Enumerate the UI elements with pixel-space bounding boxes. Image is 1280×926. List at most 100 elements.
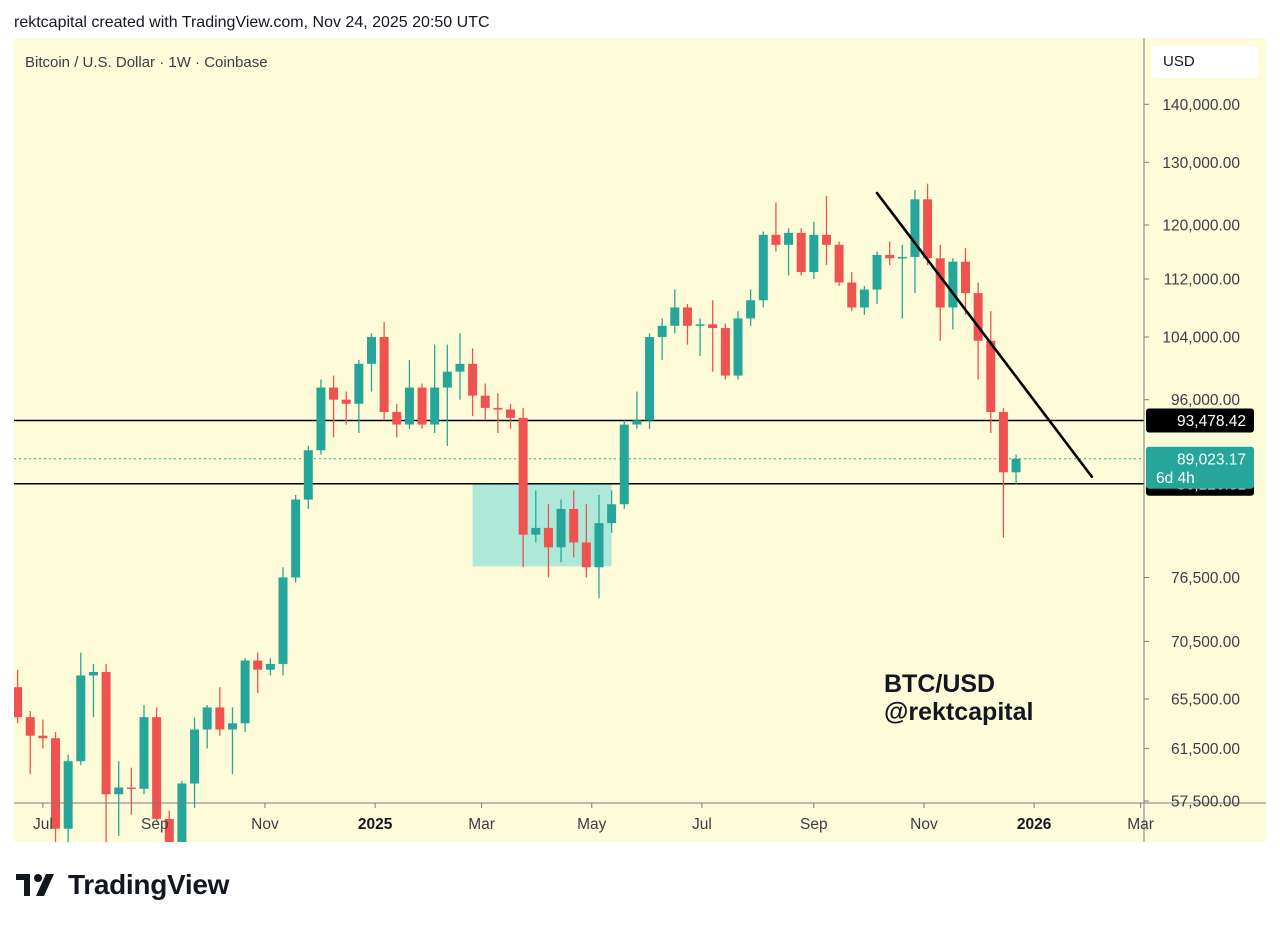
candle[interactable]: [114, 761, 124, 836]
candle[interactable]: [986, 311, 996, 434]
candle[interactable]: [556, 499, 566, 563]
candle-body: [278, 577, 288, 664]
candle[interactable]: [480, 383, 490, 421]
candle[interactable]: [354, 359, 364, 434]
candle[interactable]: [531, 490, 541, 543]
candlestick-chart[interactable]: 54,000.0057,500.0061,500.0065,500.0070,5…: [14, 38, 1266, 842]
candle[interactable]: [278, 567, 288, 676]
candle[interactable]: [682, 303, 692, 345]
time-tick-label: May: [577, 816, 607, 833]
candle[interactable]: [897, 244, 907, 319]
candle-body: [316, 387, 326, 451]
candle[interactable]: [758, 231, 768, 308]
candle[interactable]: [227, 707, 237, 775]
candle[interactable]: [746, 289, 756, 326]
candle[interactable]: [506, 403, 516, 429]
candle-body: [101, 671, 111, 795]
candle[interactable]: [25, 711, 35, 775]
candle[interactable]: [417, 383, 427, 429]
candle[interactable]: [923, 183, 933, 266]
candle-body: [240, 660, 250, 724]
candle[interactable]: [543, 504, 553, 578]
price-tick-label: 57,500.00: [1171, 794, 1240, 811]
candle[interactable]: [430, 344, 440, 434]
candle[interactable]: [1011, 454, 1021, 485]
candle[interactable]: [594, 494, 604, 599]
watermark-line1: BTC/USD: [884, 670, 996, 698]
candle[interactable]: [215, 687, 225, 736]
candle[interactable]: [973, 282, 983, 380]
candle[interactable]: [607, 490, 617, 533]
candle[interactable]: [14, 669, 23, 724]
candle[interactable]: [101, 663, 111, 842]
candle[interactable]: [303, 445, 313, 509]
candle[interactable]: [708, 300, 718, 372]
candle[interactable]: [493, 393, 503, 434]
candle[interactable]: [253, 652, 263, 694]
candle[interactable]: [935, 244, 945, 341]
candle[interactable]: [139, 705, 149, 795]
candle[interactable]: [265, 658, 275, 676]
candle[interactable]: [771, 202, 781, 252]
candle-body: [430, 387, 440, 425]
candle[interactable]: [366, 333, 376, 392]
candle[interactable]: [379, 322, 389, 421]
candle[interactable]: [190, 717, 200, 808]
candle[interactable]: [341, 391, 351, 425]
time-tick-label: 2025: [358, 816, 393, 833]
candle[interactable]: [316, 379, 326, 455]
candle[interactable]: [392, 403, 402, 438]
candle[interactable]: [821, 196, 831, 266]
candle[interactable]: [619, 420, 629, 509]
candle[interactable]: [784, 228, 794, 276]
candle[interactable]: [796, 228, 806, 276]
descending-trendline[interactable]: [875, 191, 1094, 479]
candle[interactable]: [885, 241, 895, 266]
candle[interactable]: [152, 707, 162, 822]
candle-body: [329, 387, 339, 400]
candle[interactable]: [518, 407, 528, 568]
candle[interactable]: [998, 407, 1008, 538]
candle[interactable]: [581, 504, 591, 578]
candle[interactable]: [645, 333, 655, 429]
candle[interactable]: [51, 731, 61, 842]
candle[interactable]: [695, 318, 705, 357]
candle[interactable]: [329, 375, 339, 438]
attribution-header: rektcapital created with TradingView.com…: [14, 14, 490, 31]
tradingview-logo[interactable]: TradingView: [16, 868, 229, 902]
candle[interactable]: [733, 311, 743, 380]
chart-watermark: BTC/USD @rektcapital: [884, 670, 1033, 726]
candle[interactable]: [404, 359, 414, 429]
candle[interactable]: [809, 221, 819, 280]
chart-area[interactable]: 54,000.0057,500.0061,500.0065,500.0070,5…: [14, 38, 1266, 842]
candle[interactable]: [657, 318, 667, 360]
candle-body: [935, 258, 945, 308]
candle[interactable]: [76, 652, 86, 766]
candle[interactable]: [872, 251, 882, 304]
candle[interactable]: [240, 658, 250, 732]
candle[interactable]: [126, 767, 136, 815]
candle[interactable]: [960, 248, 970, 315]
candle[interactable]: [38, 719, 48, 749]
candle[interactable]: [632, 391, 642, 429]
candle[interactable]: [569, 490, 579, 558]
candle[interactable]: [442, 344, 452, 446]
candle-body: [265, 663, 275, 670]
bar-countdown-label: 6d 4h: [1156, 470, 1195, 487]
candle[interactable]: [164, 810, 174, 842]
candle[interactable]: [859, 286, 869, 315]
candle[interactable]: [291, 494, 301, 583]
watermark-line2: @rektcapital: [884, 698, 1034, 726]
candle[interactable]: [88, 663, 98, 718]
candle[interactable]: [834, 241, 844, 287]
candle[interactable]: [670, 289, 680, 334]
candle[interactable]: [720, 323, 730, 380]
candle[interactable]: [847, 272, 857, 312]
candle[interactable]: [202, 705, 212, 749]
candle[interactable]: [177, 780, 187, 842]
candle[interactable]: [455, 333, 465, 400]
candle[interactable]: [468, 348, 478, 417]
candle-body: [708, 324, 718, 329]
candle[interactable]: [63, 754, 73, 842]
currency-selector[interactable]: USD: [1152, 46, 1258, 78]
